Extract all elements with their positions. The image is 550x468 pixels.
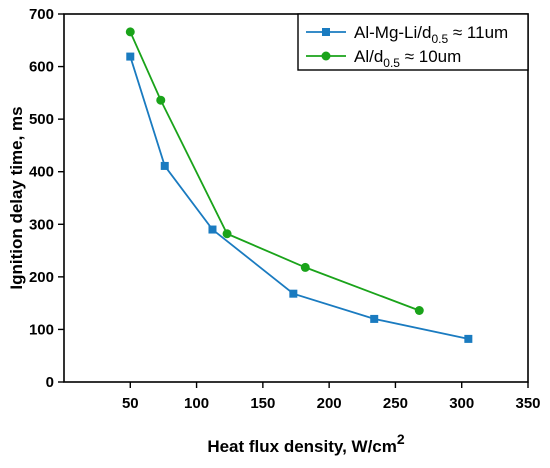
axes-layer: 50 100 150 200 250 300 350 0 100 200 300 400 500 600 7…	[7, 6, 541, 456]
legend-label-subscript: 0.5	[383, 56, 400, 70]
x-tick-label: 200	[317, 395, 342, 412]
legend-label-subscript: 0.5	[431, 32, 448, 46]
y-tick-label: 500	[29, 111, 54, 128]
series-1	[126, 52, 473, 343]
series-2	[125, 27, 424, 316]
y-tick-label: 300	[29, 216, 54, 233]
legend-label-1: Al-Mg-Li/d0.5 ≈ 11um	[354, 23, 508, 46]
y-tick-label: 700	[29, 6, 54, 23]
y-tick-label: 600	[29, 59, 54, 76]
x-tick-label: 50	[122, 395, 139, 412]
series-1-line	[129, 56, 469, 340]
x-tick-label: 300	[449, 395, 474, 412]
legend-label-tail: ≈ 11um	[448, 23, 508, 42]
series-layer	[125, 27, 473, 343]
series-2-point	[414, 306, 424, 316]
y-tick-label: 0	[46, 374, 54, 391]
series-2-line	[129, 31, 420, 312]
series-1-point	[370, 314, 379, 323]
series-1-point	[289, 289, 298, 298]
legend-label-tail: ≈ 10um	[400, 47, 461, 66]
legend-marker-1	[322, 28, 330, 36]
x-tick-label: 350	[515, 395, 540, 412]
legend-box	[297, 13, 529, 71]
legend-label-main: Al-Mg-Li/d	[354, 23, 431, 42]
x-tick-label: 250	[383, 395, 408, 412]
series-2-point	[300, 262, 310, 272]
x-axis-title-superscript: 2	[397, 431, 405, 447]
y-axis-title: Ignition delay time, ms	[7, 106, 26, 289]
x-tick-label: 150	[250, 395, 275, 412]
series-2-point	[125, 27, 135, 37]
series-1-point	[208, 225, 217, 234]
series-1-point	[126, 52, 135, 61]
series-2-point	[156, 95, 166, 105]
y-tick-label: 100	[29, 321, 54, 338]
plot-frame	[63, 13, 529, 383]
series-2-point	[222, 229, 232, 239]
y-tick-label: 400	[29, 164, 54, 181]
series-1-point	[160, 161, 169, 170]
series-1-point	[464, 334, 473, 343]
legend-label-2: Al/d0.5 ≈ 10um	[354, 47, 461, 70]
x-axis-title: Heat flux density, W/cm2	[207, 431, 405, 456]
legend-marker-2	[321, 51, 331, 61]
x-tick-label: 100	[184, 395, 209, 412]
x-axis-title-text: Heat flux density, W/cm	[207, 437, 397, 456]
legend-label-main: Al/d	[354, 47, 383, 66]
y-tick-label: 200	[29, 269, 54, 286]
